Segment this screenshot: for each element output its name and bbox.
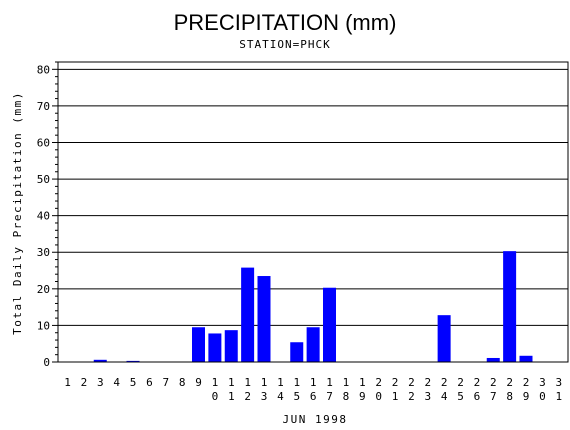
x-tick-label: 9 [195, 376, 202, 389]
bar [257, 276, 271, 362]
y-tick-label: 60 [37, 136, 50, 149]
y-tick-label: 40 [37, 210, 50, 223]
bar-series [93, 251, 533, 362]
grid-lines [58, 68, 568, 326]
y-tick-label: 0 [43, 356, 50, 369]
bar [126, 360, 140, 362]
bar [323, 287, 336, 362]
y-tick-label: 70 [37, 100, 50, 113]
bar [437, 315, 451, 362]
x-tick-label: 4 [113, 376, 120, 389]
y-axis-ticks: 0 10 20 30 40 50 60 70 80 [37, 61, 58, 369]
bar [241, 267, 255, 362]
x-tick-label: 2 [81, 376, 88, 389]
bar [208, 333, 222, 362]
bar [503, 251, 517, 362]
y-tick-label: 10 [37, 319, 50, 332]
x-tick-label: 6 [146, 376, 153, 389]
bar [486, 357, 500, 362]
x-tick-label: 7 [162, 376, 169, 389]
bar [224, 330, 238, 362]
chart-subtitle: STATION=PHCK [239, 38, 330, 51]
y-axis-label: Total Daily Precipitation (mm) [11, 91, 24, 335]
x-tick-label: 8 [179, 376, 186, 389]
x-axis-label: JUN 1998 [283, 413, 348, 426]
plot-frame [57, 61, 569, 363]
y-tick-label: 80 [37, 63, 50, 76]
bar [93, 359, 107, 362]
y-tick-label: 50 [37, 173, 50, 186]
bar [290, 342, 304, 362]
y-tick-label: 30 [37, 246, 50, 259]
bar [519, 355, 533, 362]
y-tick-label: 20 [37, 283, 50, 296]
bar [306, 327, 320, 362]
chart-title: PRECIPITATION (mm) [174, 10, 397, 35]
x-tick-label: 3 [97, 376, 104, 389]
bar [192, 327, 205, 362]
x-tick-label: 5 [130, 376, 137, 389]
x-axis-ticks: 1 2 3 4 5 6 7 8 9 1 01 11 21 31 41 51 61 71 81 92 02 12 22 32 42… [64, 376, 562, 403]
x-tick-label: 1 [64, 376, 71, 389]
